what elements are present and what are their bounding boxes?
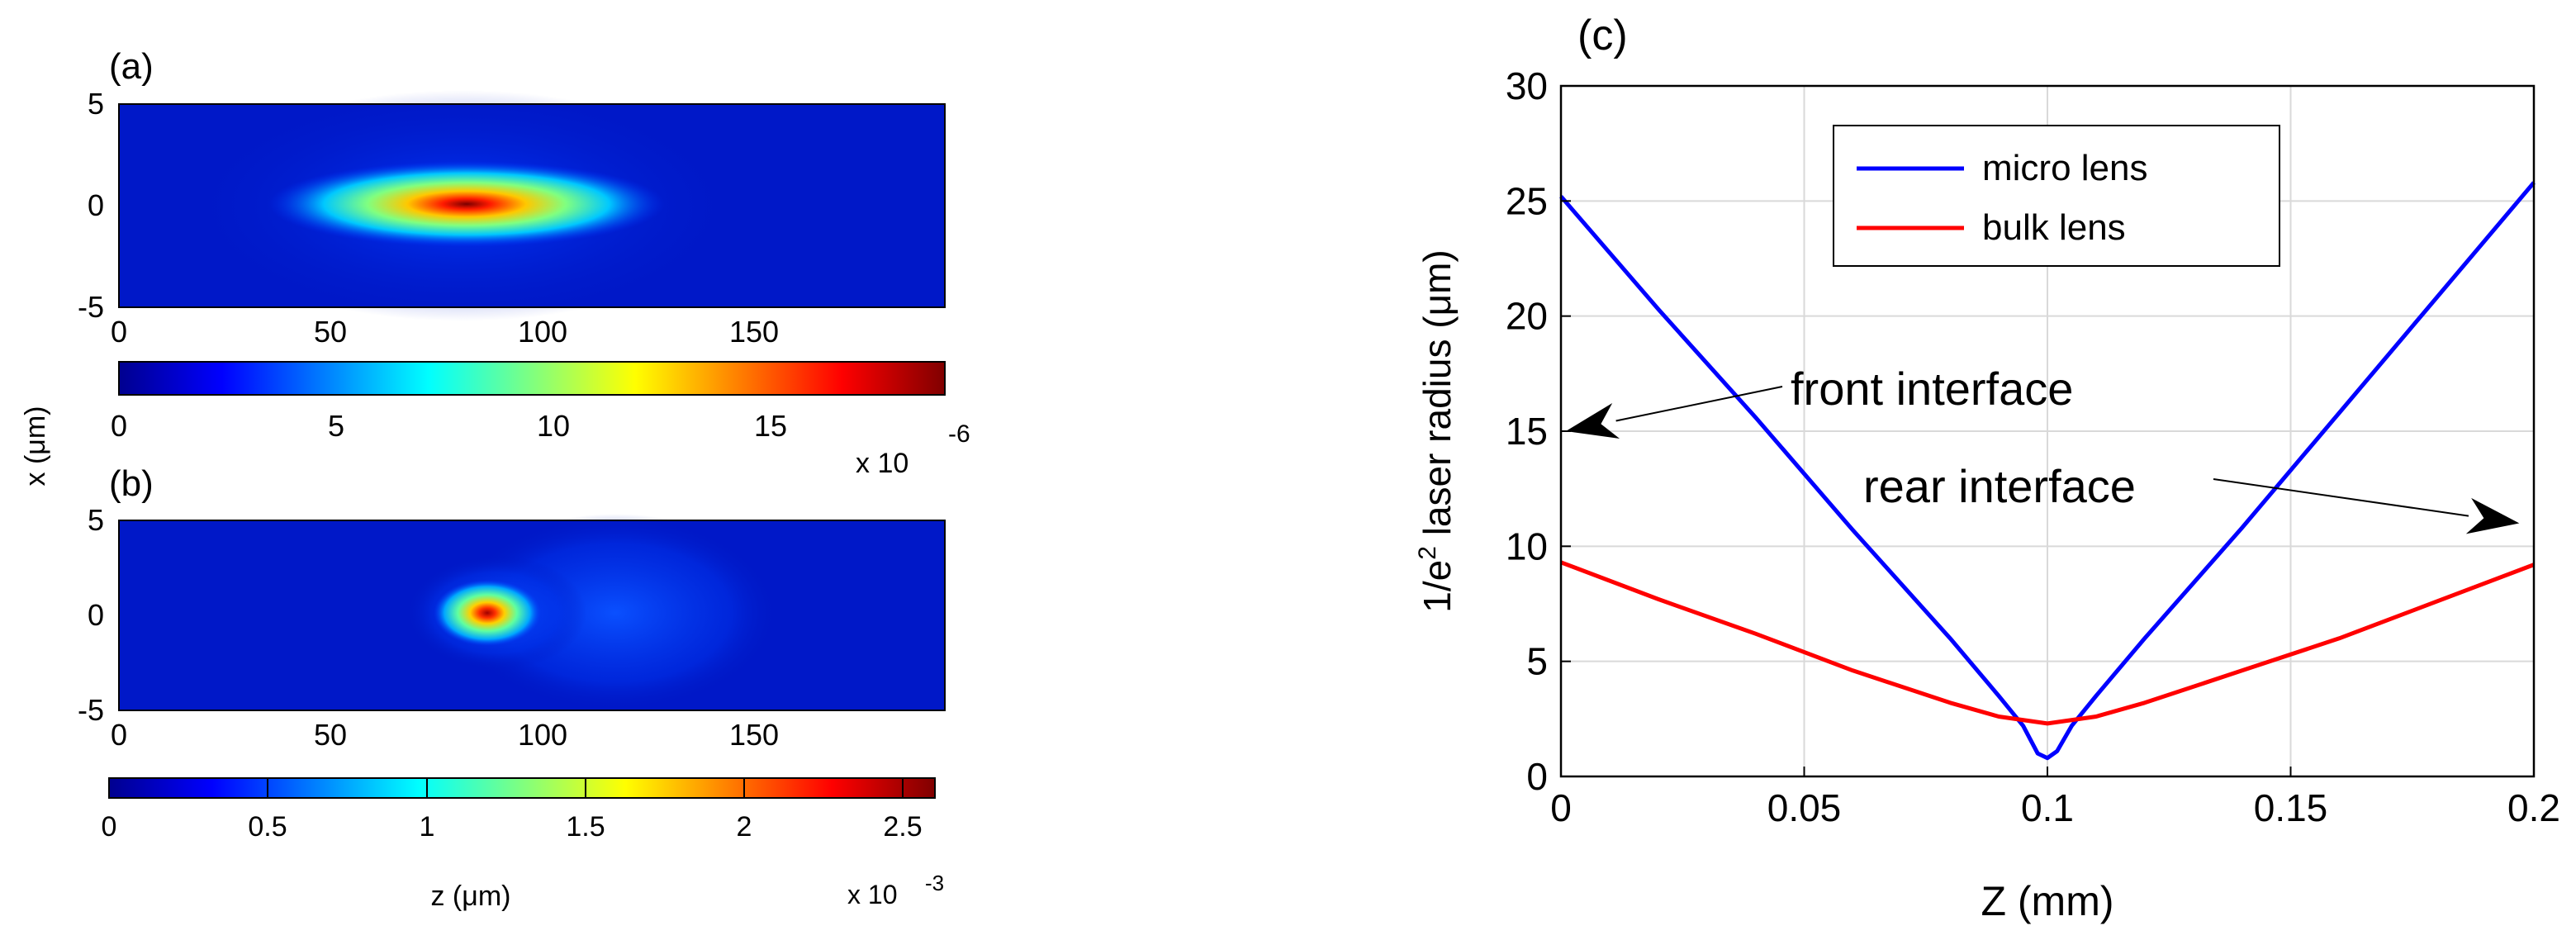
- y-tick-label: 15: [1506, 410, 1548, 453]
- colorbar-exponent-power: -6: [948, 420, 970, 448]
- arrow-front-interface-head: [1565, 402, 1620, 439]
- x-ticks: 0 0.05 0.1 0.15 0.2: [1550, 767, 2560, 829]
- colorbar-a-gradient: [118, 361, 946, 396]
- ylabel-ab: x (μm): [20, 406, 51, 486]
- x-tick-label: 0.1: [2021, 786, 2074, 829]
- y-tick-label: 20: [1506, 295, 1548, 338]
- series-line-bulk-lens: [1560, 560, 2535, 726]
- y-tick-label: 0: [1526, 755, 1548, 798]
- colorbar-exponent-base: x 10: [847, 880, 897, 909]
- ylabel-c: 1/e2 laser radius (μm): [1414, 249, 1459, 612]
- heatmap-b-x-ticks: 0 50 100 150: [111, 718, 779, 752]
- colorbar-tick-label: 0: [102, 811, 117, 843]
- y-tick-label: 25: [1506, 179, 1548, 222]
- arrow-front-interface: [1615, 386, 1783, 422]
- y-tick-label: -5: [78, 290, 104, 324]
- x-tick-label: 150: [729, 718, 779, 752]
- x-tick-label: 50: [314, 718, 347, 752]
- arrow-rear-interface: [2213, 478, 2469, 517]
- y-tick-label: 5: [88, 503, 104, 537]
- x-tick-label: 150: [729, 315, 779, 349]
- colorbar-tick-label: 5: [328, 409, 344, 443]
- colorbar-tick-label: 1.5: [566, 811, 605, 843]
- annotations: front interface rear interface: [1565, 363, 2520, 534]
- arrow-rear-interface-head: [2465, 497, 2520, 534]
- panel-a-label: (a): [109, 46, 154, 87]
- legend: micro lens bulk lens: [1833, 125, 2280, 267]
- x-tick-label: 100: [518, 315, 567, 349]
- colorbar-exponent-power: -3: [925, 871, 944, 895]
- y-ticks: 0 5 10 15 20 25 30: [1506, 64, 1571, 798]
- colorbar-a: 0 5 10 15 x 10 -6: [111, 361, 970, 479]
- series-group: [1559, 181, 2536, 761]
- colorbar-tick-label: 1: [420, 811, 435, 843]
- colorbar-exponent-base: x 10: [856, 448, 908, 479]
- y-tick-label: 30: [1506, 64, 1548, 107]
- panel-b-label: (b): [109, 463, 154, 504]
- ylabel-c-sup: 2: [1414, 546, 1441, 560]
- panel-c-label: (c): [1577, 12, 1628, 59]
- x-tick-label: 0.2: [2507, 786, 2560, 829]
- x-tick-label: 0: [111, 718, 127, 752]
- xlabel-c: Z (mm): [1981, 878, 2113, 924]
- series-line-micro-lens: [1559, 181, 2536, 761]
- x-tick-label: 0.15: [2254, 786, 2328, 829]
- x-tick-label: 0: [111, 315, 127, 349]
- y-tick-label: 0: [88, 188, 104, 222]
- x-tick-label: 50: [314, 315, 347, 349]
- ylabel-c-prefix: 1/e: [1416, 560, 1459, 613]
- colorbar-tick-label: 2.5: [883, 811, 922, 843]
- heatmap-a-y-ticks: 5 0 -5: [78, 87, 104, 324]
- colorbar-tick-label: 15: [754, 409, 787, 443]
- y-tick-label: 5: [1526, 640, 1548, 683]
- legend-label-bulk-lens: bulk lens: [1982, 207, 2126, 248]
- y-tick-label: -5: [78, 693, 104, 727]
- colorbar-tick-label: 0.5: [248, 811, 287, 843]
- colorbar-tick-label: 0: [111, 409, 127, 443]
- heatmap-a-hotspot: [268, 161, 665, 247]
- y-tick-label: 0: [88, 598, 104, 632]
- line-plot-c: 0 0.05 0.1 0.15 0.2 0 5 10 15 20 25 30: [1506, 64, 2560, 829]
- legend-box: [1833, 125, 2280, 267]
- x-tick-label: 0.05: [1767, 786, 1842, 829]
- heatmap-b: [118, 514, 946, 712]
- x-tick-label: 0: [1550, 786, 1572, 829]
- colorbar-tick-label: 10: [537, 409, 570, 443]
- x-tick-label: 100: [518, 718, 567, 752]
- annotation-rear-interface: rear interface: [1863, 460, 2136, 512]
- legend-label-micro-lens: micro lens: [1982, 148, 2148, 188]
- ylabel-c-suffix: laser radius (μm): [1416, 249, 1459, 546]
- heatmap-a-x-ticks: 0 50 100 150: [111, 315, 779, 349]
- colorbar-tick-label: 2: [737, 811, 752, 843]
- heatmap-a: [118, 90, 946, 321]
- colorbar-b: 0 0.5 1 1.5 2 2.5 x 10 -3: [102, 777, 944, 909]
- y-tick-label: 10: [1506, 525, 1548, 567]
- y-tick-label: 5: [88, 87, 104, 121]
- heatmap-b-hotspot: [434, 580, 541, 646]
- colorbar-exponent: x 10: [856, 448, 908, 479]
- colorbar-b-gradient: [108, 777, 936, 799]
- xlabel-b: z (μm): [430, 881, 510, 912]
- heatmap-b-y-ticks: 5 0 -5: [78, 503, 104, 727]
- annotation-front-interface: front interface: [1791, 363, 2073, 415]
